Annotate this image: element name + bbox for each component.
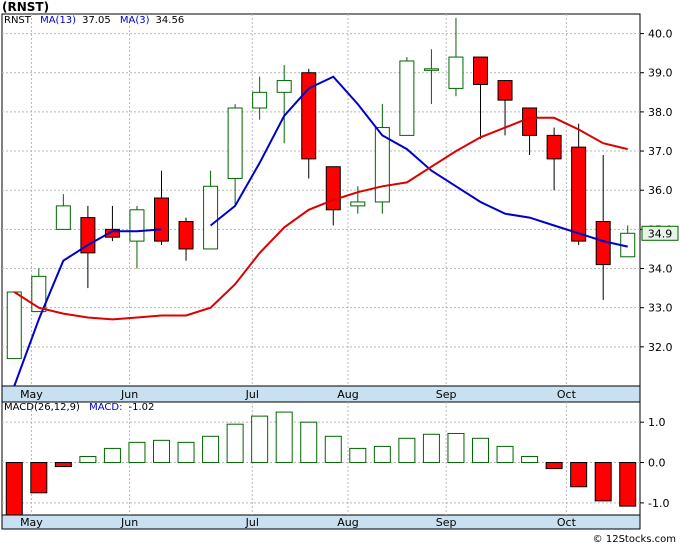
candle-up <box>374 127 390 203</box>
macd-bar-pos <box>79 455 97 464</box>
y-tick-label: 38.0 <box>648 106 673 119</box>
legend-macd-name: MACD: <box>89 402 123 413</box>
x-tick-label: Sep <box>436 388 457 401</box>
legend-macd-label: MACD(26,12,9) <box>4 402 80 413</box>
candle-up <box>55 205 71 230</box>
macd-bar-pos <box>472 437 489 464</box>
x-tick-label: Jul <box>245 388 259 401</box>
candle-down <box>473 56 488 85</box>
x-tick-label-macd: Sep <box>436 516 457 529</box>
y-tick-label-macd: 1.0 <box>648 416 666 429</box>
candle-down <box>178 221 194 250</box>
y-tick-label: 33.0 <box>648 302 673 315</box>
legend-ma13-label: MA(13) <box>40 15 77 26</box>
y-tick-label-macd: 0.0 <box>648 457 666 470</box>
legend-ma3-label: MA(3) <box>119 15 150 26</box>
macd-bar-pos <box>300 421 318 464</box>
y-tick-label: 39.0 <box>648 67 673 80</box>
y-tick-label: 40.0 <box>648 28 673 41</box>
macd-bar-pos <box>251 415 269 464</box>
candle-up <box>276 80 292 93</box>
candle-up <box>227 107 243 179</box>
main-legend: RNST MA(13) 37.05 MA(3) 34.56 <box>4 15 190 26</box>
x-tick-label: May <box>20 388 43 401</box>
candle-up <box>448 56 464 89</box>
last-price-box <box>641 225 679 241</box>
last-price-label: 34.9 <box>648 227 673 240</box>
legend-ticker: RNST <box>4 15 31 26</box>
copyright-notice: © 12Stocks.com <box>592 534 676 545</box>
macd-bar-pos <box>422 433 440 464</box>
macd-bar-pos <box>275 411 293 464</box>
candle-up <box>252 91 268 109</box>
macd-bar-pos <box>373 445 391 464</box>
y-tick-label-macd: -1.0 <box>648 497 669 510</box>
x-tick-label-macd: Jul <box>245 516 259 529</box>
candle-up <box>350 201 366 207</box>
macd-bar-neg <box>594 462 612 502</box>
macd-bar-pos <box>349 447 367 464</box>
macd-bar-pos <box>153 439 170 464</box>
macd-bar-pos <box>521 455 539 464</box>
x-tick-label-macd: Jun <box>120 516 138 529</box>
macd-date-band <box>1 514 641 530</box>
macd-bar-pos <box>226 423 244 464</box>
macd-bar-pos <box>447 432 465 464</box>
macd-bar-pos <box>128 441 146 464</box>
macd-bar-neg <box>54 462 72 468</box>
ma13-line <box>13 75 628 387</box>
candle-up <box>6 291 22 360</box>
candle-down <box>546 134 562 160</box>
candle-up <box>129 209 145 242</box>
x-tick-label-macd: Aug <box>337 516 358 529</box>
candle-down <box>325 166 341 211</box>
y-tick-label: 37.0 <box>648 145 673 158</box>
macd-bar-pos <box>202 435 220 464</box>
candle-down <box>571 146 587 242</box>
macd-bar-neg <box>545 462 563 470</box>
macd-bar-neg <box>619 462 637 507</box>
macd-plot-area <box>1 401 641 516</box>
macd-bar-pos <box>398 437 416 464</box>
y-tick-label: 34.0 <box>648 263 673 276</box>
candle-down <box>497 80 513 101</box>
x-tick-label: Oct <box>557 388 577 401</box>
x-tick-label: Aug <box>337 388 358 401</box>
legend-ma3-value: 34.56 <box>155 15 185 26</box>
chart-title: (RNST) <box>2 0 50 14</box>
legend-macd-value: -1.02 <box>128 402 155 413</box>
candle-up <box>423 68 439 71</box>
main-date-band <box>1 385 641 403</box>
x-tick-label-macd: Oct <box>557 516 577 529</box>
main-plot-area <box>1 13 641 387</box>
macd-bar-neg <box>30 462 48 494</box>
y-tick-label: 32.0 <box>648 341 673 354</box>
macd-legend: MACD(26,12,9) MACD: -1.02 <box>4 402 160 413</box>
macd-bar-pos <box>324 435 342 464</box>
candle-down <box>154 197 169 242</box>
x-tick-label: Jun <box>120 388 138 401</box>
legend-ma13-value: 37.05 <box>82 15 111 26</box>
macd-bar-neg <box>5 462 23 516</box>
ma3-line <box>13 116 628 321</box>
macd-bar-neg <box>570 462 588 488</box>
candle-down <box>522 107 538 136</box>
candle-down <box>301 72 317 160</box>
y-tick-label: 36.0 <box>648 184 673 197</box>
macd-bar-pos <box>103 447 121 464</box>
macd-bar-pos <box>177 441 195 464</box>
x-tick-label-macd: May <box>20 516 43 529</box>
candle-up <box>399 60 415 136</box>
candle-up <box>203 185 219 250</box>
candle-down <box>104 228 120 238</box>
candle-up <box>31 275 47 313</box>
macd-bar-pos <box>496 445 514 464</box>
